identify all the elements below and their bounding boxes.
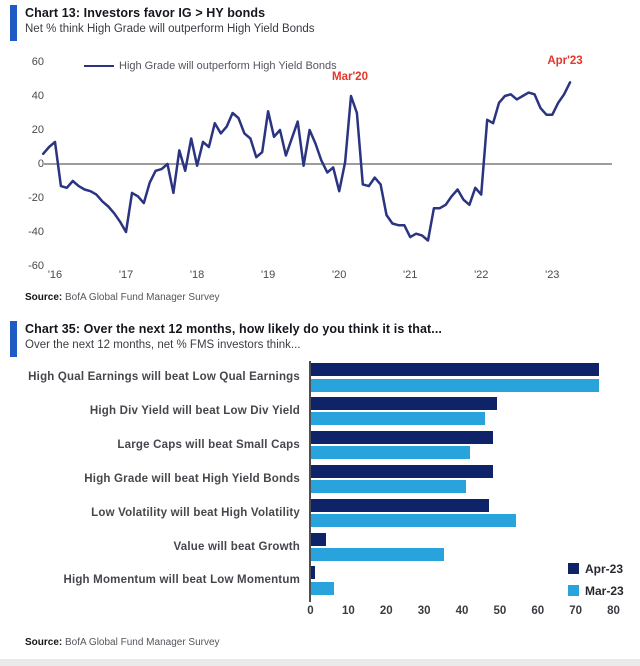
apr-23-label: Apr-23 bbox=[585, 561, 624, 576]
x-tick-label: 30 bbox=[417, 605, 431, 617]
x-tick-label: 70 bbox=[569, 605, 583, 617]
bar-apr-23 bbox=[311, 498, 489, 512]
x-tick-label: 10 bbox=[341, 605, 355, 617]
x-tick-label: 0 bbox=[307, 605, 314, 617]
x-tick-label: 80 bbox=[607, 605, 620, 617]
annotation-mar20: Mar'20 bbox=[332, 71, 368, 83]
source-text: BofA Global Fund Manager Survey bbox=[65, 637, 220, 648]
chart35-source: Source: BofA Global Fund Manager Survey bbox=[25, 637, 220, 648]
chart13-accent-bar bbox=[10, 5, 17, 41]
bar-mar-23 bbox=[311, 581, 334, 595]
chart35-accent-bar bbox=[10, 321, 17, 357]
x-tick-label: '21 bbox=[403, 269, 418, 281]
x-tick-label: 60 bbox=[531, 605, 545, 617]
x-tick-label: '22 bbox=[474, 269, 489, 281]
legend-label: High Grade will outperform High Yield Bo… bbox=[119, 60, 337, 72]
chart13-legend: High Grade will outperform High Yield Bo… bbox=[84, 59, 337, 73]
bar-apr-23 bbox=[311, 464, 493, 478]
bar-category-label: Low Volatility will beat High Volatility bbox=[91, 506, 300, 519]
x-tick-label: '17 bbox=[118, 269, 134, 281]
x-tick-label: '16 bbox=[47, 269, 63, 281]
chart13-source: Source: BofA Global Fund Manager Survey bbox=[25, 292, 220, 303]
mar-23-label: Mar-23 bbox=[585, 583, 624, 598]
legend-apr-23: Apr-23 bbox=[568, 561, 624, 576]
bar-category-label: High Qual Earnings will beat Low Qual Ea… bbox=[28, 371, 300, 383]
mar-23-swatch bbox=[568, 585, 579, 596]
chart13-plot bbox=[41, 81, 612, 242]
source-label: Source: bbox=[25, 292, 63, 303]
legend-line-marker bbox=[84, 64, 114, 68]
y-tick-label: 60 bbox=[31, 56, 44, 68]
x-tick-label: '20 bbox=[331, 269, 347, 281]
bar-apr-23 bbox=[311, 430, 493, 444]
bar-category-label: Large Caps will beat Small Caps bbox=[117, 438, 300, 451]
bar-category-label: High Grade will beat High Yield Bonds bbox=[84, 472, 300, 485]
bar-mar-23 bbox=[311, 480, 467, 494]
high-grade-vs-high-yield-line bbox=[41, 81, 572, 242]
apr-23-swatch bbox=[568, 563, 579, 574]
bar-category-label: Value will beat Growth bbox=[173, 540, 300, 553]
bar-mar-23 bbox=[311, 548, 444, 561]
bar-apr-23 bbox=[311, 363, 599, 376]
x-tick-label: '23 bbox=[545, 269, 560, 281]
bar-apr-23 bbox=[311, 396, 497, 410]
bar-apr-23 bbox=[311, 532, 327, 546]
chart35-title: Chart 35: Over the next 12 months, how l… bbox=[25, 322, 442, 336]
bar-mar-23 bbox=[311, 412, 486, 426]
y-tick-label: -40 bbox=[28, 226, 44, 238]
annotation-apr23: Apr'23 bbox=[547, 55, 583, 67]
source-text: BofA Global Fund Manager Survey bbox=[65, 292, 220, 303]
bar-mar-23 bbox=[311, 514, 516, 528]
chart13-subtitle: Net % think High Grade will outperform H… bbox=[25, 23, 315, 35]
chart35-axis-line bbox=[309, 361, 311, 602]
y-tick-label: 20 bbox=[31, 124, 44, 136]
y-tick-label: -20 bbox=[28, 192, 44, 204]
x-tick-label: '18 bbox=[189, 269, 205, 281]
bar-category-label: High Momentum will beat Low Momentum bbox=[63, 574, 300, 587]
x-tick-label: '19 bbox=[260, 269, 276, 281]
x-tick-label: 50 bbox=[493, 605, 507, 617]
bar-category-label: High Div Yield will beat Low Div Yield bbox=[89, 404, 300, 417]
chart35-subtitle: Over the next 12 months, net % FMS inves… bbox=[25, 339, 301, 351]
bar-apr-23 bbox=[311, 566, 315, 580]
x-tick-label: 40 bbox=[455, 605, 469, 617]
bar-mar-23 bbox=[311, 378, 599, 392]
x-tick-label: 20 bbox=[379, 605, 393, 617]
y-tick-label: 40 bbox=[31, 90, 44, 102]
y-tick-label: 0 bbox=[37, 158, 44, 170]
bar-mar-23 bbox=[311, 446, 471, 460]
page-bottom-strip bbox=[0, 659, 640, 666]
source-label: Source: bbox=[25, 637, 63, 648]
legend-mar-23: Mar-23 bbox=[568, 583, 624, 598]
chart13-title: Chart 13: Investors favor IG > HY bonds bbox=[25, 6, 266, 20]
y-tick-label: -60 bbox=[28, 260, 44, 272]
